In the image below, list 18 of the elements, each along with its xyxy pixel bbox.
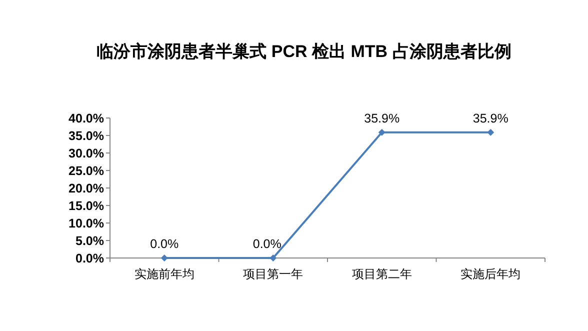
y-tick-label: 40.0% <box>68 112 104 126</box>
x-tick-label: 实施前年均 <box>134 267 194 281</box>
y-tick-label: 0.0% <box>76 252 104 266</box>
y-tick-label: 5.0% <box>76 234 104 248</box>
y-tick-label: 35.0% <box>68 129 104 143</box>
x-tick-label: 实施后年均 <box>460 267 521 281</box>
x-tick-label: 项目第一年 <box>243 267 304 281</box>
data-label: 35.9% <box>472 111 508 126</box>
y-tick-label: 25.0% <box>68 164 104 178</box>
data-label: 0.0% <box>252 237 282 251</box>
y-tick-label: 10.0% <box>68 216 104 230</box>
y-tick-label: 20.0% <box>68 182 104 196</box>
y-tick-label: 30.0% <box>68 146 104 160</box>
data-label: 35.9% <box>364 111 400 126</box>
chart-title: 临汾市涂阴患者半巢式 PCR 检出 MTB 占涂阴患者比例 <box>96 42 512 61</box>
y-tick-label: 15.0% <box>68 199 104 213</box>
data-label: 0.0% <box>150 237 179 251</box>
x-tick-label: 项目第二年 <box>352 267 412 281</box>
